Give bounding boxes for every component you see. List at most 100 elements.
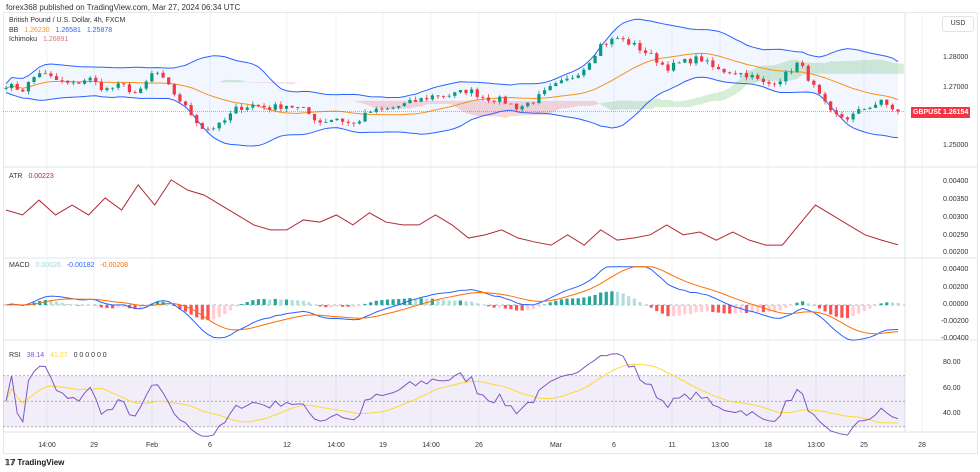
macd-histogram-bar	[211, 305, 216, 320]
symbol-legend[interactable]: British Pound / U.S. Dollar, 4h, FXCM	[9, 17, 129, 24]
macd-histogram-bar	[43, 300, 47, 305]
macd-histogram-bar	[503, 305, 507, 309]
ichimoku-cloud-segment	[387, 100, 394, 110]
candle	[262, 105, 266, 108]
macd-histogram-bar	[178, 305, 182, 310]
macd-histogram-bar	[498, 305, 502, 308]
macd-histogram-bar	[335, 305, 339, 307]
ichimoku-cloud-segment	[331, 88, 337, 94]
candle	[621, 38, 625, 40]
atr-label: ATR	[9, 173, 23, 180]
ichimoku-cloud-segment	[830, 61, 837, 74]
candle	[632, 42, 636, 45]
ichimoku-cloud-segment	[247, 82, 253, 83]
candle	[470, 89, 474, 94]
macd-legend[interactable]: MACD 0.00026 -0.00182 -0.00208	[9, 262, 132, 269]
macd-histogram-bar	[183, 305, 188, 312]
macd-histogram-bar	[655, 305, 659, 312]
macd-histogram-bar	[172, 305, 176, 307]
macd-histogram-bar	[537, 305, 541, 307]
macd-histogram-bar	[284, 299, 289, 305]
candle	[660, 62, 664, 65]
macd-histogram-bar	[290, 299, 294, 305]
time-tick: 11	[668, 442, 676, 449]
macd-histogram-bar	[604, 291, 608, 305]
candle	[4, 88, 8, 89]
ichimoku-cloud-segment	[825, 61, 831, 74]
ichimoku-cloud-segment	[589, 100, 596, 106]
ichimoku-cloud-segment	[886, 60, 893, 74]
candle	[806, 65, 810, 81]
candle	[329, 120, 333, 122]
candle	[290, 105, 294, 108]
macd-histogram-bar	[868, 305, 872, 309]
symbol-price-tag: GBPUSD	[911, 107, 945, 118]
candle	[122, 83, 126, 85]
candle	[840, 114, 844, 118]
macd-histogram-bar	[301, 300, 305, 305]
macd-histogram-bar	[649, 305, 653, 308]
ichimoku-cloud-segment	[813, 62, 820, 74]
time-tick: 13:00	[711, 442, 729, 449]
macd-histogram-bar	[711, 305, 715, 313]
rsi-tick: 40.00	[943, 410, 961, 417]
macd-histogram-bar	[514, 305, 519, 311]
candle	[509, 103, 513, 105]
candle	[273, 104, 277, 110]
macd-histogram-bar	[419, 298, 423, 305]
candle	[21, 89, 25, 92]
candle	[211, 128, 216, 130]
macd-histogram-bar	[671, 305, 676, 317]
rsi-line	[5, 353, 899, 437]
atr-legend[interactable]: ATR 0.00223	[9, 173, 58, 180]
time-tick: 19	[379, 442, 387, 449]
bb-basis-line	[5, 52, 899, 116]
macd-histogram-bar	[116, 305, 120, 308]
candle	[582, 69, 586, 76]
candle	[307, 107, 311, 114]
ichimoku-cloud-segment	[359, 100, 366, 105]
tradingview-logo[interactable]: 𝟙𝟟 TradingView	[5, 458, 64, 467]
candle	[885, 99, 889, 105]
rsi-legend[interactable]: RSI 38.14 41.27 0 0 0 0 0 0	[9, 352, 111, 359]
macd-histogram-bar	[542, 304, 547, 305]
ichimoku-cloud-segment	[376, 100, 382, 110]
candle	[655, 53, 659, 63]
ichimoku-legend[interactable]: Ichimoku 1.26891	[9, 36, 72, 43]
macd-histogram-bar	[834, 305, 838, 317]
candle	[43, 73, 47, 75]
ichimoku-cloud-segment	[578, 100, 584, 107]
macd-histogram-bar	[862, 305, 866, 312]
candle	[716, 67, 721, 70]
candle	[99, 81, 103, 91]
ichimoku-cloud-segment	[634, 101, 640, 110]
macd-histogram-bar	[683, 305, 687, 315]
macd-histogram-bar	[369, 302, 373, 305]
bb-label: BB	[9, 27, 19, 34]
candle	[643, 50, 648, 54]
macd-histogram-bar	[324, 305, 328, 308]
ichimoku-cloud-segment	[365, 100, 371, 107]
rsi-band-background	[3, 375, 905, 427]
macd-label: MACD	[9, 262, 30, 269]
candle	[284, 105, 289, 109]
atr-tick: 0.00250	[943, 232, 969, 239]
ichimoku-cloud-segment	[342, 98, 349, 100]
bb-legend[interactable]: BB 1.26230 1.26581 1.25878	[9, 27, 116, 34]
currency-button[interactable]: USD	[942, 16, 974, 32]
macd-histogram-bar	[447, 300, 451, 305]
ichimoku-cloud-segment	[892, 62, 898, 74]
ichimoku-cloud-segment	[432, 100, 438, 105]
candle	[127, 84, 132, 93]
macd-histogram-bar	[812, 305, 816, 306]
macd-histogram-bar	[857, 305, 861, 314]
ichimoku-cloud-segment	[662, 99, 668, 107]
ichimoku-cloud-segment	[701, 94, 708, 105]
bb-basis-value: 1.26230	[24, 27, 50, 34]
ichimoku-cloud-segment	[482, 100, 489, 117]
macd-histogram-bar	[615, 291, 620, 305]
ichimoku-cloud-segment	[724, 87, 730, 100]
candle	[116, 83, 120, 88]
atr-line	[5, 179, 899, 246]
